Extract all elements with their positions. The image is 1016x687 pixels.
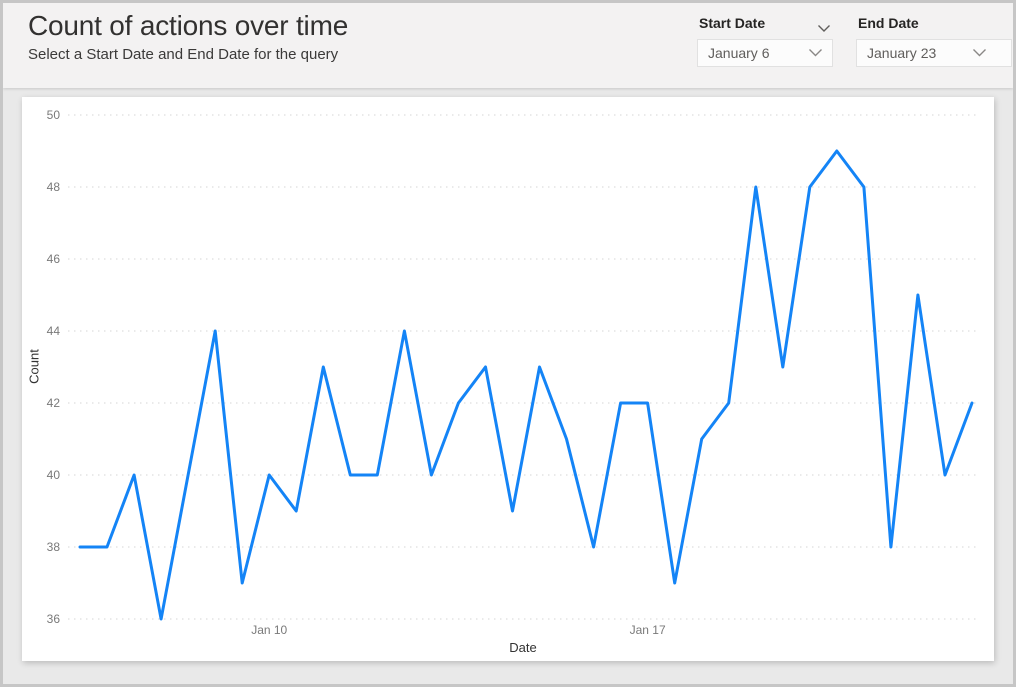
report-header: Count of actions over time Select a Star… [3,3,1013,88]
line-chart-plot: 36 38 40 42 44 46 48 50 Jan 10 Jan 17 [47,108,978,637]
x-tick-label: Jan 10 [251,623,287,637]
chevron-down-icon [808,44,823,62]
page-subtitle: Select a Start Date and End Date for the… [28,46,339,63]
y-tick-label: 36 [47,612,61,626]
x-tick-label: Jan 17 [630,623,666,637]
page-title: Count of actions over time [28,10,349,41]
end-date-dropdown-value: January 23 [867,45,937,61]
y-axis-title: Count [26,349,42,384]
end-date-slicer-label: End Date [858,15,919,31]
chevron-down-icon [972,44,987,62]
start-date-dropdown-value: January 6 [708,45,770,61]
start-date-slicer-menu-chevron-icon[interactable] [817,20,831,38]
start-date-dropdown[interactable]: January 6 [697,39,833,67]
y-tick-label: 38 [47,540,61,554]
chart-line[interactable] [78,149,974,621]
y-tick-label: 42 [47,396,61,410]
x-axis-title: Date [509,640,537,655]
end-date-dropdown[interactable]: January 23 [856,39,1012,67]
start-date-slicer-label: Start Date [699,15,766,31]
y-tick-label: 40 [47,468,61,482]
y-tick-label: 48 [47,180,61,194]
y-tick-label: 44 [47,324,61,338]
line-chart-card: 36 38 40 42 44 46 48 50 Jan 10 Jan 17 Count Date [22,97,994,661]
y-tick-label: 46 [47,252,61,266]
y-tick-label: 50 [47,108,61,122]
